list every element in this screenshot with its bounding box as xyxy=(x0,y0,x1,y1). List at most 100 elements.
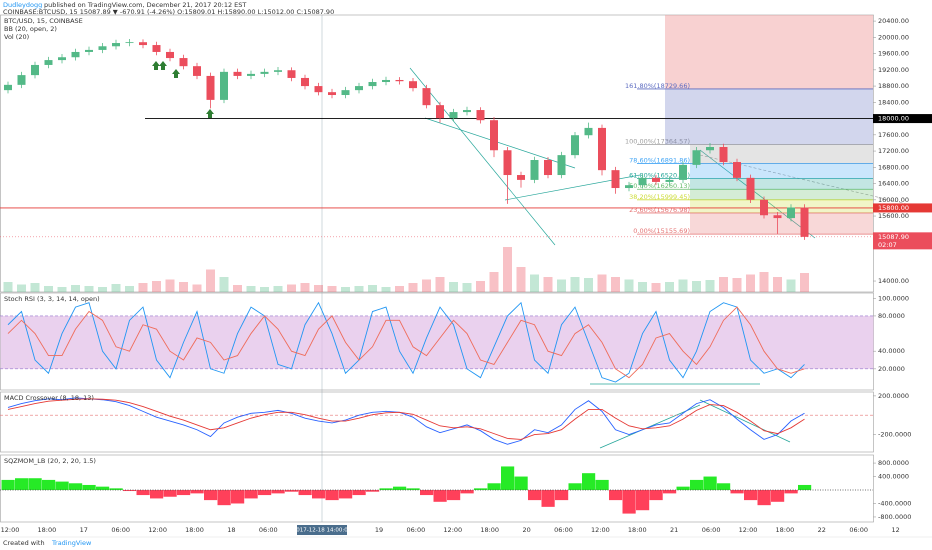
candle-body xyxy=(206,75,215,100)
x-tick-label: 06:00 xyxy=(111,526,130,534)
volume-bar xyxy=(206,269,215,292)
fib-zone xyxy=(690,212,873,235)
volume-bar xyxy=(584,278,593,292)
volume-bar xyxy=(192,284,202,292)
volume-bar xyxy=(111,284,121,292)
volume-bar xyxy=(179,282,188,292)
crosshair-label: 2017-12-18 14:00:00 xyxy=(293,528,352,534)
momentum-bar xyxy=(258,490,272,496)
fib-label: 23.60%(15676.98) xyxy=(629,206,690,214)
published: published on TradingView.com, December 2… xyxy=(44,1,246,9)
momentum-bar xyxy=(406,488,420,491)
y-tick-label: 18400.00 xyxy=(878,98,909,106)
candle-body xyxy=(31,64,39,76)
volume-bar xyxy=(476,281,485,292)
volume-bar xyxy=(503,247,512,292)
momentum-bar xyxy=(757,490,771,506)
momentum-bar xyxy=(82,484,96,491)
fib-label: 161.80%(18729.66) xyxy=(625,82,690,90)
volume-bar xyxy=(705,280,715,292)
momentum-bar xyxy=(190,490,204,494)
momentum-bar xyxy=(271,490,285,494)
candle-body xyxy=(706,147,714,151)
volume-bar xyxy=(773,277,782,292)
fib-zone xyxy=(690,178,873,190)
volume-bar xyxy=(611,277,620,292)
author[interactable]: Dudleydogg xyxy=(3,1,42,9)
momentum-bar xyxy=(163,490,177,497)
y-tick-label: 20400.00 xyxy=(878,17,909,25)
panel-frame xyxy=(0,14,874,293)
momentum-bar xyxy=(730,490,744,494)
volume-bar xyxy=(422,279,431,292)
momentum-bar xyxy=(690,479,704,491)
candle-body xyxy=(760,199,768,216)
volume-bar xyxy=(800,273,809,292)
momentum-bar xyxy=(595,479,609,491)
momentum-bar xyxy=(609,490,623,501)
signal-arrow xyxy=(152,61,160,70)
panel-frame xyxy=(0,454,874,523)
momentum-bar xyxy=(244,490,258,499)
x-tick-label: 18:00 xyxy=(480,526,499,534)
momentum-bar xyxy=(28,478,42,491)
candle-body xyxy=(193,66,201,76)
series-line xyxy=(7,397,805,445)
candle-body xyxy=(44,60,53,65)
candle-body xyxy=(341,90,350,96)
momentum-bar xyxy=(366,490,380,492)
volume-bar xyxy=(678,279,688,292)
y-tick-label: -800.0000 xyxy=(878,513,911,521)
trend-line xyxy=(409,67,556,246)
x-tick-label: 12:00 xyxy=(591,526,610,534)
candle-body xyxy=(571,135,579,156)
fib-zone xyxy=(690,144,873,164)
candle-body xyxy=(503,150,512,176)
candle-body xyxy=(490,120,498,151)
volume-bar xyxy=(732,278,742,292)
candle-body xyxy=(58,57,66,61)
fib-label: 100.00%(17364.57) xyxy=(625,137,690,145)
y-tick-label: 18800.00 xyxy=(878,82,909,90)
momentum-bar xyxy=(703,476,717,491)
x-tick-label: 18:00 xyxy=(38,526,57,534)
momentum-bar xyxy=(55,481,69,491)
volume-bar xyxy=(651,283,661,292)
volume-bar xyxy=(327,286,337,292)
series-line xyxy=(7,301,805,383)
y-tick-label: 14000.00 xyxy=(878,277,909,285)
x-tick-label: 06:00 xyxy=(407,526,426,534)
momentum-bar xyxy=(784,490,798,494)
candle-body xyxy=(652,177,660,182)
volume-bar xyxy=(719,277,728,292)
drawings xyxy=(152,15,932,522)
momentum-bar xyxy=(298,490,312,496)
volume-bar xyxy=(233,285,242,292)
footer-created: Created with xyxy=(3,539,45,547)
candle-body xyxy=(733,162,741,178)
fib-zone xyxy=(690,163,873,179)
candle-body xyxy=(800,207,809,237)
x-tick-label: 12:00 xyxy=(148,526,167,534)
volume-bar xyxy=(530,274,539,292)
candle-body xyxy=(260,71,269,74)
volume-bar xyxy=(44,286,53,292)
y-tick-label: 80.0000 xyxy=(878,312,905,320)
candle-body xyxy=(233,71,242,76)
volume-bar xyxy=(489,272,499,292)
volume-bar xyxy=(98,287,107,292)
signal-arrow xyxy=(159,61,167,70)
x-tick-label: 18:00 xyxy=(628,526,647,534)
candle-body xyxy=(409,81,417,89)
volume-bar xyxy=(84,286,94,292)
candle-body xyxy=(247,73,255,76)
candle-body xyxy=(449,112,458,119)
volume-bar xyxy=(300,283,310,292)
candle-body xyxy=(787,207,795,219)
volume-bar xyxy=(543,277,553,292)
candle-body xyxy=(395,79,404,82)
momentum-bar xyxy=(379,488,393,491)
momentum-bar xyxy=(217,490,231,506)
momentum-bar xyxy=(285,490,299,492)
